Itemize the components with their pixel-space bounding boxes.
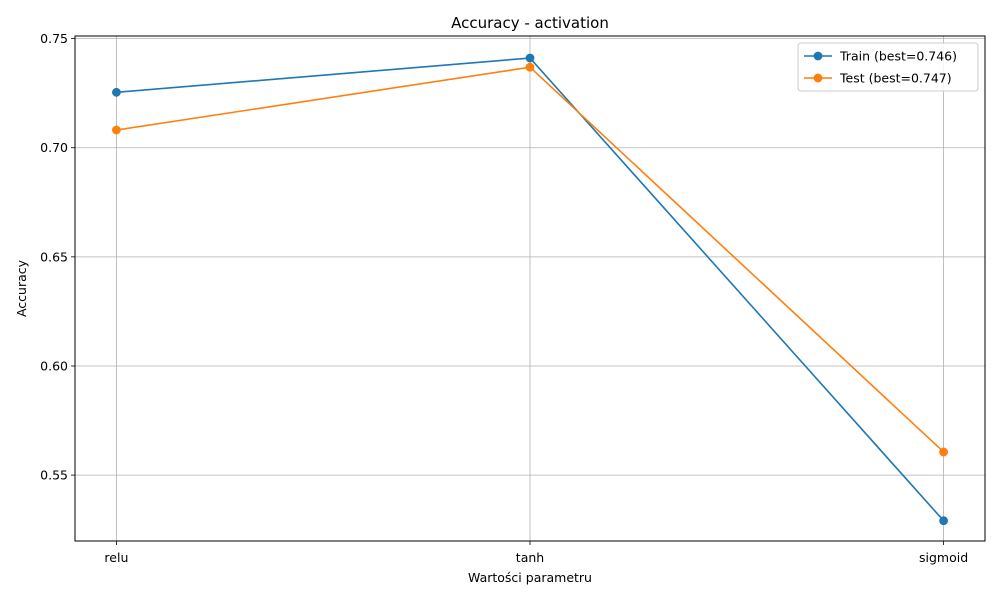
x-tick-label: sigmoid — [919, 550, 968, 565]
x-tick-label: relu — [104, 550, 128, 565]
y-tick-label: 0.65 — [40, 249, 68, 264]
y-tick-label: 0.75 — [40, 31, 68, 46]
y-axis-title: Accuracy — [14, 259, 29, 317]
data-point — [939, 447, 948, 457]
grid-lines — [75, 36, 985, 541]
x-axis-title: Wartości parametru — [468, 570, 592, 585]
series-layer — [112, 53, 948, 526]
data-point — [939, 516, 948, 526]
legend-label: Test (best=0.747) — [839, 71, 952, 86]
data-point — [112, 125, 121, 135]
data-point — [525, 62, 535, 72]
legend: Train (best=0.746) Test (best=0.747) — [797, 42, 979, 92]
legend-marker — [813, 73, 823, 83]
chart-title: Accuracy - activation — [451, 14, 609, 32]
legend-box — [797, 42, 979, 92]
data-point — [112, 87, 121, 97]
y-tick-label: 0.55 — [40, 468, 68, 483]
x-tick-label: tanh — [516, 550, 544, 565]
legend-label: Train (best=0.746) — [839, 49, 957, 64]
y-tick-label: 0.60 — [40, 358, 68, 373]
legend-marker — [813, 51, 823, 61]
axis-ticks: relu tanh sigmoid 0.55 0.60 0.65 0.70 0.75 — [40, 31, 968, 565]
y-tick-label: 0.70 — [40, 140, 68, 155]
data-point — [525, 53, 535, 63]
